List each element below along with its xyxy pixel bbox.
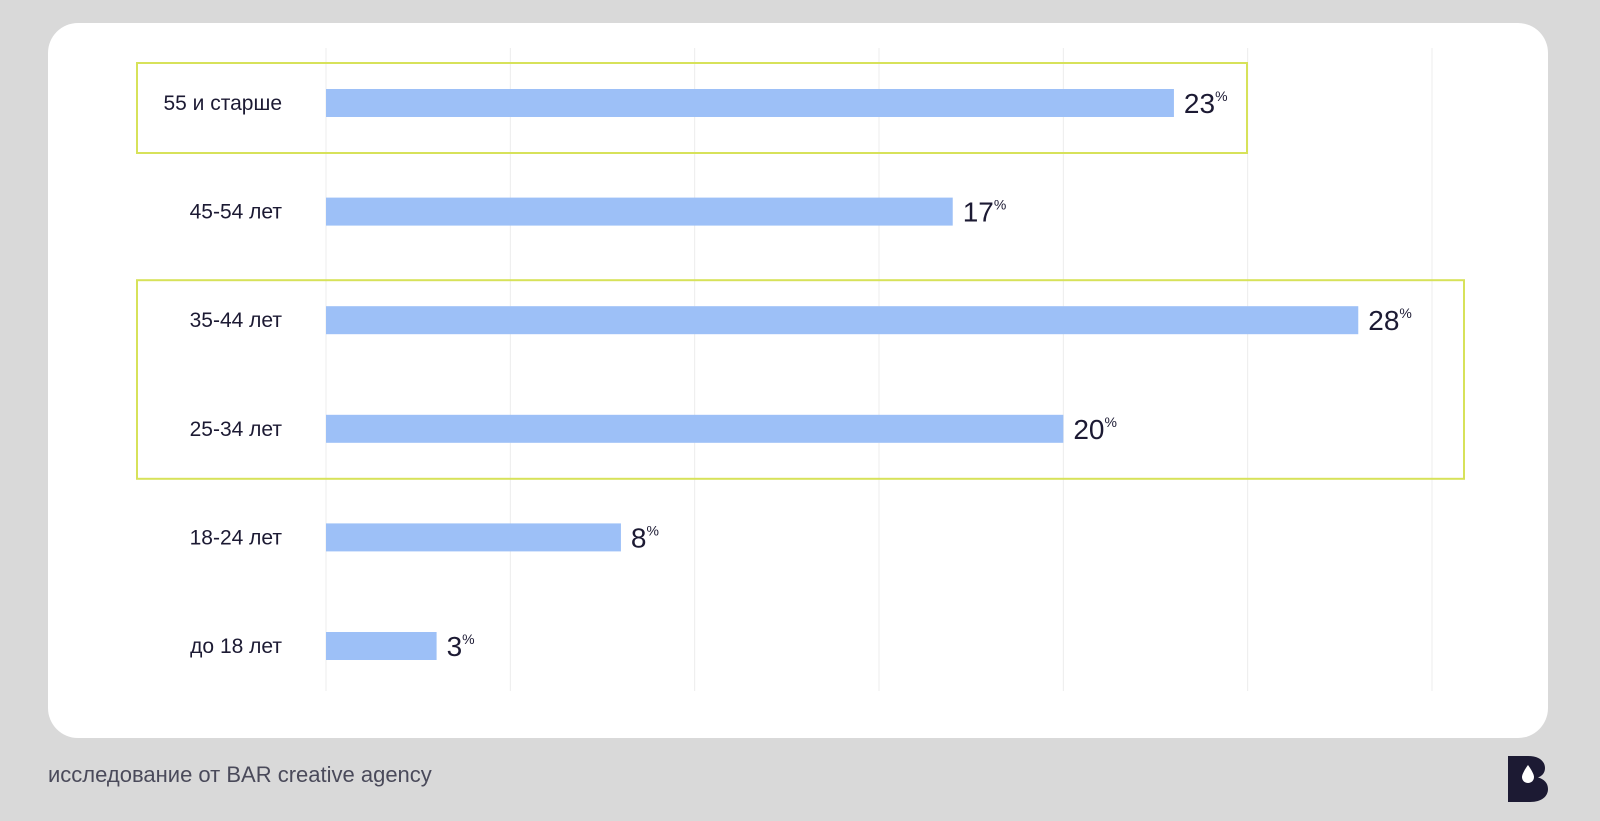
bar (326, 89, 1174, 117)
source-caption: исследование от BAR creative agency (48, 762, 432, 787)
value-label: 8% (631, 522, 659, 553)
brand-b-logo-icon (1508, 756, 1548, 802)
category-label: 45-54 лет (190, 201, 283, 224)
category-labels: 55 и старше 45-54 лет 35-44 лет 25-34 лет 18… (163, 92, 282, 658)
value-label: 3% (447, 631, 475, 662)
bar (326, 632, 437, 660)
value-label: 17% (963, 197, 1007, 228)
value-label: 23% (1184, 88, 1228, 119)
grid-lines (325, 48, 1433, 691)
bars (326, 89, 1359, 660)
bar-chart: 55 и старше 45-54 лет 35-44 лет 25-34 лет 18… (136, 48, 1465, 691)
category-label: до 18 лет (190, 635, 282, 658)
highlight-box (136, 62, 1248, 154)
category-label: 35-44 лет (190, 309, 283, 332)
value-labels: 23% 17% 28% 20% 8% 3% (447, 88, 1412, 662)
value-label: 20% (1073, 414, 1117, 445)
highlight-box (136, 279, 1465, 480)
highlight-boxes (136, 62, 1465, 480)
category-label: 18-24 лет (190, 526, 283, 549)
bar (326, 197, 953, 226)
chart-card: 55 и старше 45-54 лет 35-44 лет 25-34 лет 18… (48, 23, 1548, 738)
category-label: 55 и старше (163, 92, 282, 115)
bar (326, 306, 1359, 335)
bar (326, 523, 621, 552)
bar (326, 414, 1064, 443)
value-label: 28% (1368, 305, 1412, 336)
category-label: 25-34 лет (190, 418, 283, 441)
